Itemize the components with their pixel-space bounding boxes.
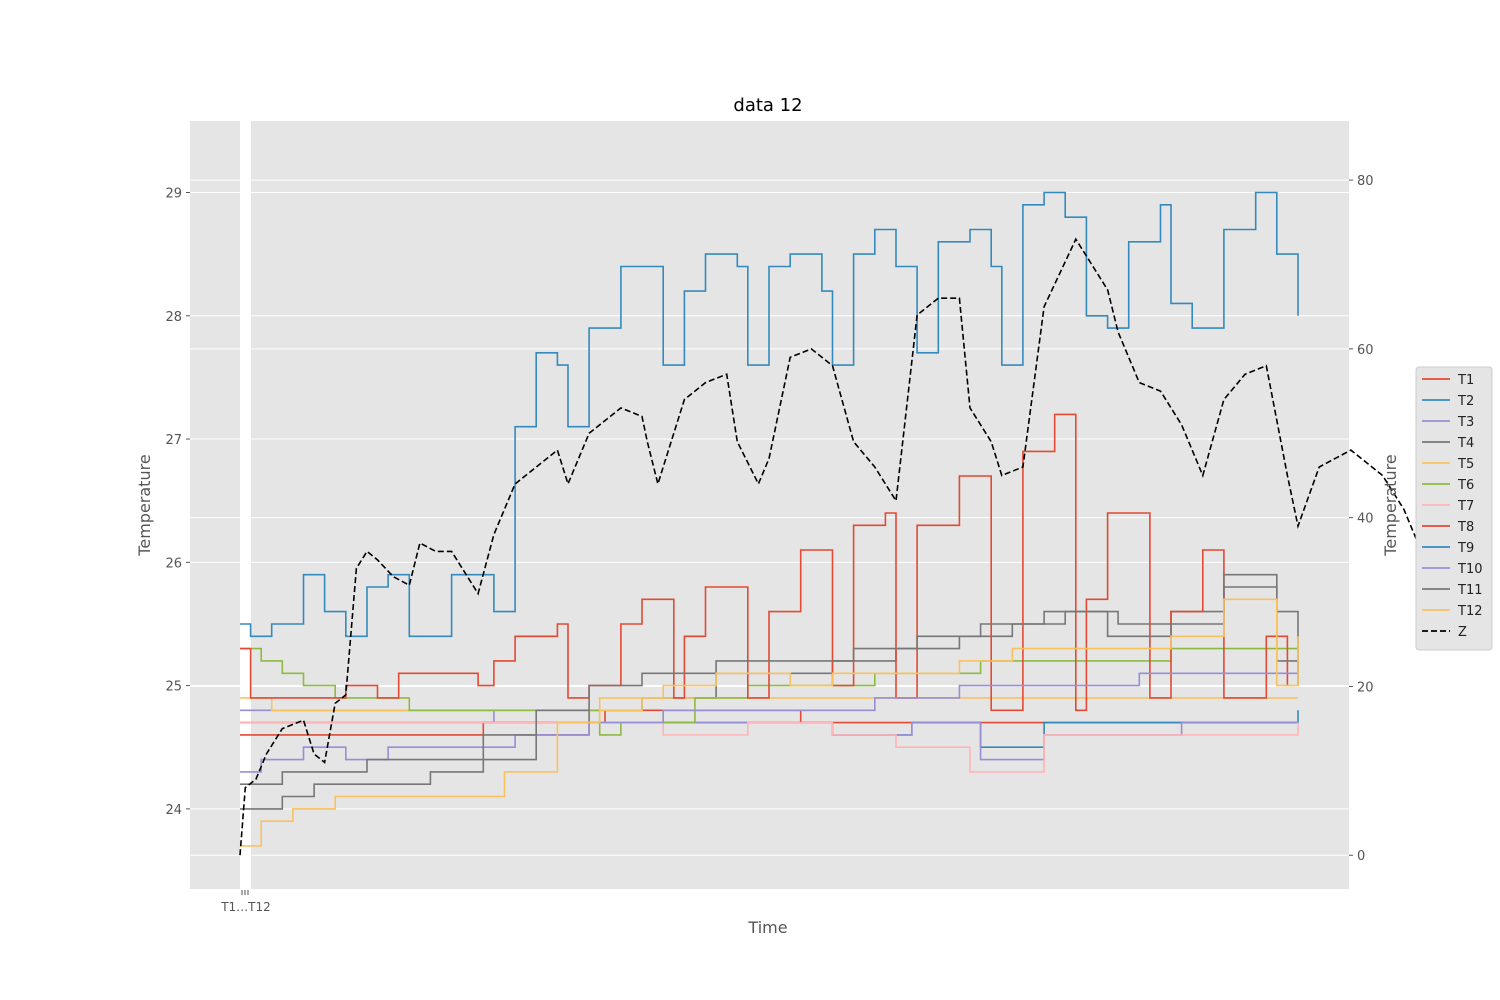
right-tick-label: 80: [1357, 174, 1374, 189]
legend-label-t3: T3: [1457, 415, 1474, 430]
legend-label-t1: T1: [1457, 373, 1474, 388]
right-tick-label: 40: [1357, 512, 1374, 527]
legend-label-t6: T6: [1457, 478, 1474, 493]
left-tick-label: 24: [165, 803, 182, 818]
series-line-t11: [240, 573, 1299, 785]
left-tick-label: 29: [165, 186, 182, 201]
legend-box: [1415, 366, 1493, 651]
left-axis-ticks: 24 25 26 27 28 29: [165, 186, 190, 818]
legend-label-z: Z: [1458, 625, 1467, 640]
x-tick-label: T1…T12: [220, 900, 271, 914]
series-line-t9: [240, 191, 1299, 638]
legend: T1 T2 T3 T4 T5 T6 T7 T8 T9 T10 T11 T12 Z: [1415, 366, 1493, 651]
series-line-t7: [240, 721, 1299, 773]
left-tick-label: 26: [165, 556, 182, 571]
series-line-t8: [240, 413, 1289, 712]
right-tick-label: 60: [1357, 343, 1374, 358]
series-line-t6: [240, 647, 1298, 736]
right-tick-label: 20: [1357, 680, 1374, 695]
legend-label-t8: T8: [1457, 520, 1474, 535]
x-tick-gap: [240, 121, 251, 889]
right-tick-label: 0: [1357, 849, 1365, 864]
left-y-axis-label: Temperature: [135, 454, 154, 556]
plot-background: [190, 121, 1349, 889]
series-line-z: [239, 237, 1437, 856]
series-layer: [239, 191, 1437, 856]
right-axis-ticks: 0 20 40 60 80: [1349, 174, 1374, 864]
legend-label-t10: T10: [1457, 562, 1482, 577]
legend-label-t9: T9: [1457, 541, 1474, 556]
legend-label-t11: T11: [1457, 583, 1482, 598]
x-axis-label: Time: [747, 918, 787, 937]
legend-label-t5: T5: [1457, 457, 1474, 472]
legend-label-t4: T4: [1457, 436, 1474, 451]
right-y-axis-label: Temperature: [1381, 454, 1400, 556]
left-tick-label: 25: [165, 680, 182, 695]
left-tick-label: 28: [165, 310, 182, 325]
legend-label-t7: T7: [1457, 499, 1474, 514]
chart-title: data 12: [733, 95, 802, 116]
legend-label-t2: T2: [1457, 394, 1474, 409]
left-tick-label: 27: [165, 433, 182, 448]
legend-label-t12: T12: [1457, 604, 1482, 619]
series-line-t12: [240, 598, 1299, 847]
